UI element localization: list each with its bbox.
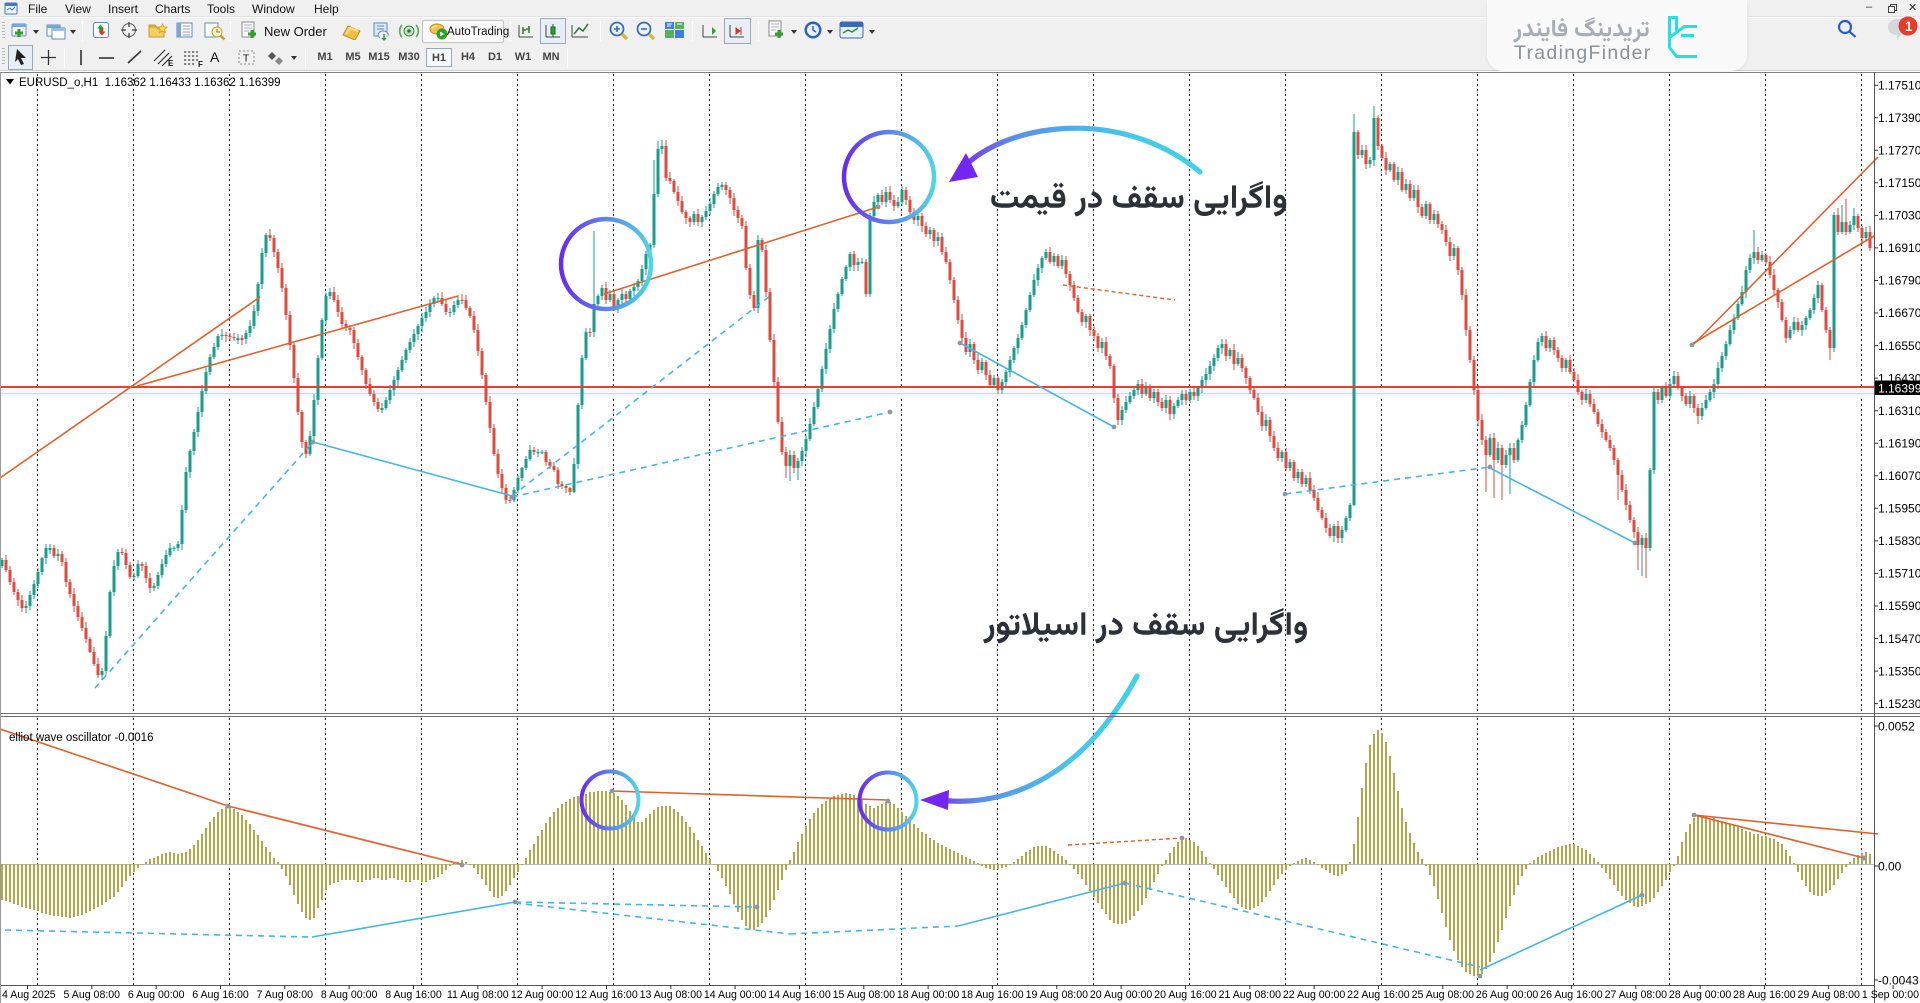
svg-text:1.16190: 1.16190 bbox=[1878, 436, 1920, 450]
svg-text:29 Aug 08:00: 29 Aug 08:00 bbox=[1797, 989, 1860, 1001]
svg-text:0.0052: 0.0052 bbox=[1878, 720, 1915, 734]
svg-text:1.15950: 1.15950 bbox=[1878, 502, 1920, 516]
svg-text:26 Aug 16:00: 26 Aug 16:00 bbox=[1540, 989, 1603, 1001]
svg-text:1.17150: 1.17150 bbox=[1878, 176, 1920, 190]
svg-text:1.17390: 1.17390 bbox=[1878, 111, 1920, 125]
svg-text:13 Aug 08:00: 13 Aug 08:00 bbox=[640, 989, 703, 1001]
svg-text:1.15590: 1.15590 bbox=[1878, 599, 1920, 613]
svg-text:12 Aug 00:00: 12 Aug 00:00 bbox=[511, 989, 574, 1001]
svg-text:14 Aug 00:00: 14 Aug 00:00 bbox=[704, 989, 767, 1001]
svg-text:1.16910: 1.16910 bbox=[1878, 241, 1920, 255]
svg-text:27 Aug 08:00: 27 Aug 08:00 bbox=[1605, 989, 1668, 1001]
svg-text:1.17510: 1.17510 bbox=[1878, 78, 1920, 92]
svg-text:T: T bbox=[243, 54, 249, 65]
svg-text:22 Aug 00:00: 22 Aug 00:00 bbox=[1283, 989, 1346, 1001]
svg-text:1.15230: 1.15230 bbox=[1878, 697, 1920, 711]
svg-text:0.00: 0.00 bbox=[1878, 860, 1902, 874]
svg-text:1.17270: 1.17270 bbox=[1878, 144, 1920, 158]
svg-text:28 Aug 00:00: 28 Aug 00:00 bbox=[1669, 989, 1732, 1001]
svg-text:14 Aug 16:00: 14 Aug 16:00 bbox=[768, 989, 831, 1001]
svg-text:5 Aug 08:00: 5 Aug 08:00 bbox=[64, 989, 121, 1001]
svg-text:11 Aug 08:00: 11 Aug 08:00 bbox=[447, 989, 509, 1001]
svg-text:1.15470: 1.15470 bbox=[1878, 632, 1920, 646]
svg-text:26 Aug 00:00: 26 Aug 00:00 bbox=[1476, 989, 1539, 1001]
svg-text:1: 1 bbox=[1905, 19, 1913, 34]
svg-text:18 Aug 00:00: 18 Aug 00:00 bbox=[897, 989, 960, 1001]
svg-text:E: E bbox=[168, 59, 174, 68]
svg-text:12 Aug 16:00: 12 Aug 16:00 bbox=[575, 989, 638, 1001]
svg-text:1.16070: 1.16070 bbox=[1878, 469, 1920, 483]
svg-text:8 Aug 00:00: 8 Aug 00:00 bbox=[321, 989, 378, 1001]
svg-text:1.16790: 1.16790 bbox=[1878, 274, 1920, 288]
svg-text:1.16550: 1.16550 bbox=[1878, 339, 1920, 353]
svg-text:20 Aug 00:00: 20 Aug 00:00 bbox=[1090, 989, 1153, 1001]
svg-text:18 Aug 16:00: 18 Aug 16:00 bbox=[961, 989, 1024, 1001]
svg-text:F: F bbox=[198, 60, 203, 68]
svg-text:1.15830: 1.15830 bbox=[1878, 534, 1920, 548]
svg-text:-0.0043: -0.0043 bbox=[1878, 974, 1919, 988]
svg-text:20 Aug 16:00: 20 Aug 16:00 bbox=[1154, 989, 1217, 1001]
svg-text:EURUSD_o,H1 1.16362 1.16433 1: EURUSD_o,H1 1.16362 1.16433 1.16362 1.16… bbox=[19, 77, 281, 89]
svg-text:7 Aug 08:00: 7 Aug 08:00 bbox=[257, 989, 314, 1001]
svg-text:1.16310: 1.16310 bbox=[1878, 404, 1920, 418]
svg-text:1.16670: 1.16670 bbox=[1878, 306, 1920, 320]
svg-text:4 Aug 2025: 4 Aug 2025 bbox=[2, 989, 56, 1001]
svg-text:1.15710: 1.15710 bbox=[1878, 567, 1920, 581]
svg-text:1 Sep 00:00: 1 Sep 00:00 bbox=[1862, 989, 1919, 1001]
svg-text:15 Aug 08:00: 15 Aug 08:00 bbox=[833, 989, 896, 1001]
svg-text:19 Aug 08:00: 19 Aug 08:00 bbox=[1026, 989, 1089, 1001]
svg-text:25 Aug 08:00: 25 Aug 08:00 bbox=[1412, 989, 1475, 1001]
svg-text:elliot wave oscillator -0.0016: elliot wave oscillator -0.0016 bbox=[9, 732, 153, 744]
svg-text:1.16399: 1.16399 bbox=[1878, 382, 1920, 396]
svg-text:6 Aug 16:00: 6 Aug 16:00 bbox=[192, 989, 249, 1001]
svg-text:1.15350: 1.15350 bbox=[1878, 664, 1920, 678]
svg-text:8 Aug 16:00: 8 Aug 16:00 bbox=[385, 989, 442, 1001]
svg-text:21 Aug 08:00: 21 Aug 08:00 bbox=[1219, 989, 1282, 1001]
svg-text:TradingFinder: TradingFinder bbox=[1514, 42, 1652, 64]
svg-text:6 Aug 00:00: 6 Aug 00:00 bbox=[128, 989, 185, 1001]
svg-text:22 Aug 16:00: 22 Aug 16:00 bbox=[1347, 989, 1410, 1001]
svg-text:28 Aug 16:00: 28 Aug 16:00 bbox=[1733, 989, 1796, 1001]
svg-text:1.17030: 1.17030 bbox=[1878, 209, 1920, 223]
